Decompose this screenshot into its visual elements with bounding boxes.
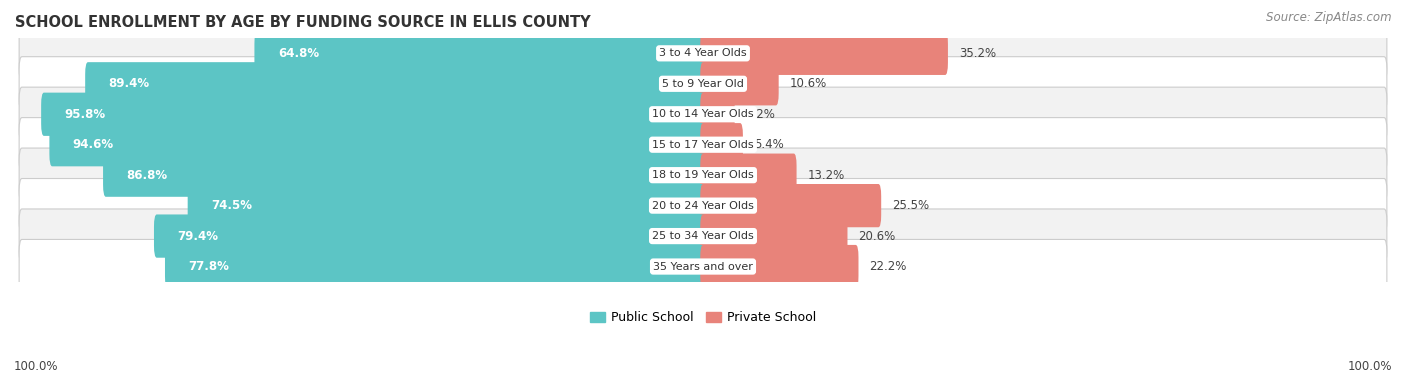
Text: 77.8%: 77.8% [188,260,229,273]
Text: 20.6%: 20.6% [859,230,896,242]
FancyBboxPatch shape [20,87,1386,141]
Text: 25.5%: 25.5% [893,199,929,212]
FancyBboxPatch shape [41,93,706,136]
FancyBboxPatch shape [254,32,706,75]
Text: 22.2%: 22.2% [869,260,907,273]
Text: 100.0%: 100.0% [1347,360,1392,373]
FancyBboxPatch shape [20,26,1386,80]
Text: 20 to 24 Year Olds: 20 to 24 Year Olds [652,201,754,211]
FancyBboxPatch shape [155,215,706,258]
Text: 15 to 17 Year Olds: 15 to 17 Year Olds [652,140,754,150]
Text: 89.4%: 89.4% [108,77,149,90]
Text: 5.4%: 5.4% [754,138,783,151]
FancyBboxPatch shape [700,245,859,288]
FancyBboxPatch shape [20,57,1386,111]
Legend: Public School, Private School: Public School, Private School [585,306,821,329]
Text: 100.0%: 100.0% [14,360,59,373]
Text: 74.5%: 74.5% [211,199,252,212]
Text: 35.2%: 35.2% [959,47,995,60]
FancyBboxPatch shape [20,118,1386,172]
FancyBboxPatch shape [20,209,1386,263]
Text: 86.8%: 86.8% [127,169,167,182]
Text: 3 to 4 Year Olds: 3 to 4 Year Olds [659,48,747,58]
Text: 10.6%: 10.6% [790,77,827,90]
Text: 79.4%: 79.4% [177,230,218,242]
FancyBboxPatch shape [700,62,779,106]
Text: 95.8%: 95.8% [65,108,105,121]
FancyBboxPatch shape [20,148,1386,202]
FancyBboxPatch shape [20,239,1386,294]
FancyBboxPatch shape [165,245,706,288]
Text: 25 to 34 Year Olds: 25 to 34 Year Olds [652,231,754,241]
FancyBboxPatch shape [20,179,1386,233]
FancyBboxPatch shape [700,184,882,227]
FancyBboxPatch shape [700,93,735,136]
Text: 4.2%: 4.2% [745,108,776,121]
FancyBboxPatch shape [700,32,948,75]
Text: 10 to 14 Year Olds: 10 to 14 Year Olds [652,109,754,119]
Text: 64.8%: 64.8% [278,47,319,60]
Text: 35 Years and over: 35 Years and over [652,262,754,271]
Text: Source: ZipAtlas.com: Source: ZipAtlas.com [1267,11,1392,24]
Text: 13.2%: 13.2% [807,169,845,182]
FancyBboxPatch shape [700,153,797,197]
Text: 5 to 9 Year Old: 5 to 9 Year Old [662,79,744,89]
FancyBboxPatch shape [700,123,742,166]
FancyBboxPatch shape [86,62,706,106]
FancyBboxPatch shape [700,215,848,258]
Text: 18 to 19 Year Olds: 18 to 19 Year Olds [652,170,754,180]
Text: 94.6%: 94.6% [73,138,114,151]
FancyBboxPatch shape [49,123,706,166]
Text: SCHOOL ENROLLMENT BY AGE BY FUNDING SOURCE IN ELLIS COUNTY: SCHOOL ENROLLMENT BY AGE BY FUNDING SOUR… [15,15,591,30]
FancyBboxPatch shape [103,153,706,197]
FancyBboxPatch shape [187,184,706,227]
